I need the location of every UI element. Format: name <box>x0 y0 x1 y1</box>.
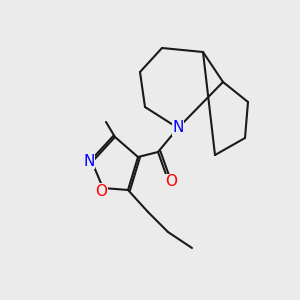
Text: O: O <box>165 175 177 190</box>
Text: O: O <box>95 184 107 199</box>
Text: N: N <box>83 154 95 169</box>
Text: N: N <box>172 121 184 136</box>
